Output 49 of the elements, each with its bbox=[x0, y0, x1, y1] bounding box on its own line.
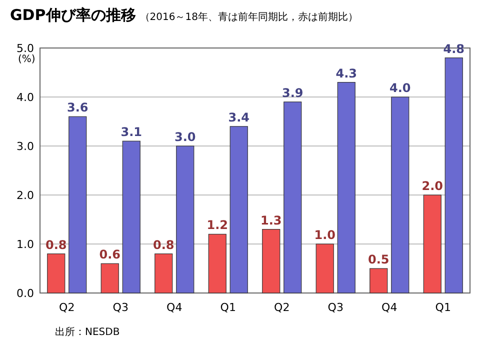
bar bbox=[122, 140, 140, 294]
data-label: 3.9 bbox=[282, 86, 304, 100]
bar bbox=[68, 116, 87, 294]
data-label: 3.4 bbox=[228, 110, 250, 124]
data-label: 3.1 bbox=[120, 125, 142, 140]
bar bbox=[154, 254, 173, 294]
text: 出所：NESDB bbox=[55, 326, 120, 338]
data-label: 3.6 bbox=[66, 100, 88, 115]
y-tick-label: 4.0 bbox=[16, 90, 34, 104]
chart-subtitle: （2016～18年、青は前年同期比，赤は前期比） bbox=[140, 11, 358, 23]
x-tick-label: Q3 bbox=[328, 301, 344, 314]
bar bbox=[316, 244, 334, 294]
x-tick-label: Q1 bbox=[220, 301, 236, 314]
y-tick-label: 0.0 bbox=[16, 286, 34, 300]
data-label: 2.0 bbox=[422, 179, 444, 193]
bar bbox=[208, 234, 226, 294]
x-tick-label: Q2 bbox=[59, 301, 75, 314]
x-tick-label: Q4 bbox=[382, 301, 398, 314]
chart-title: GDP伸び率の推移 bbox=[10, 6, 136, 24]
y-tick-label: 5.0 bbox=[16, 42, 34, 55]
x-tick-label: Q1 bbox=[435, 301, 451, 314]
data-label: 4.0 bbox=[389, 81, 411, 95]
data-label: 0.8 bbox=[152, 238, 174, 252]
x-tick-label: Q2 bbox=[274, 301, 290, 314]
data-label: 1.2 bbox=[206, 218, 228, 232]
bar bbox=[337, 82, 356, 294]
data-label: 0.6 bbox=[99, 248, 121, 262]
y-tick-label: 1.0 bbox=[16, 238, 34, 251]
data-label: 1.0 bbox=[314, 228, 336, 242]
y-tick-label: 3.0 bbox=[16, 140, 34, 153]
y-tick-label: 2.0 bbox=[16, 188, 34, 202]
data-label: 0.5 bbox=[368, 252, 390, 266]
y-axis-title: (%) bbox=[18, 54, 36, 65]
x-tick-label: Q4 bbox=[166, 301, 182, 314]
bar bbox=[100, 263, 119, 294]
bar bbox=[284, 102, 302, 294]
bar bbox=[391, 96, 410, 294]
bar bbox=[230, 126, 248, 294]
data-label: 0.8 bbox=[45, 238, 67, 252]
bar bbox=[370, 268, 388, 294]
data-label: 4.3 bbox=[336, 66, 358, 80]
bar bbox=[423, 194, 442, 294]
x-tick-label: Q3 bbox=[112, 301, 128, 314]
bar bbox=[262, 229, 280, 294]
bar bbox=[444, 58, 463, 294]
data-label: 3.0 bbox=[174, 130, 196, 144]
data-label: 1.3 bbox=[260, 213, 282, 228]
bar bbox=[176, 146, 194, 294]
bar bbox=[47, 254, 66, 294]
